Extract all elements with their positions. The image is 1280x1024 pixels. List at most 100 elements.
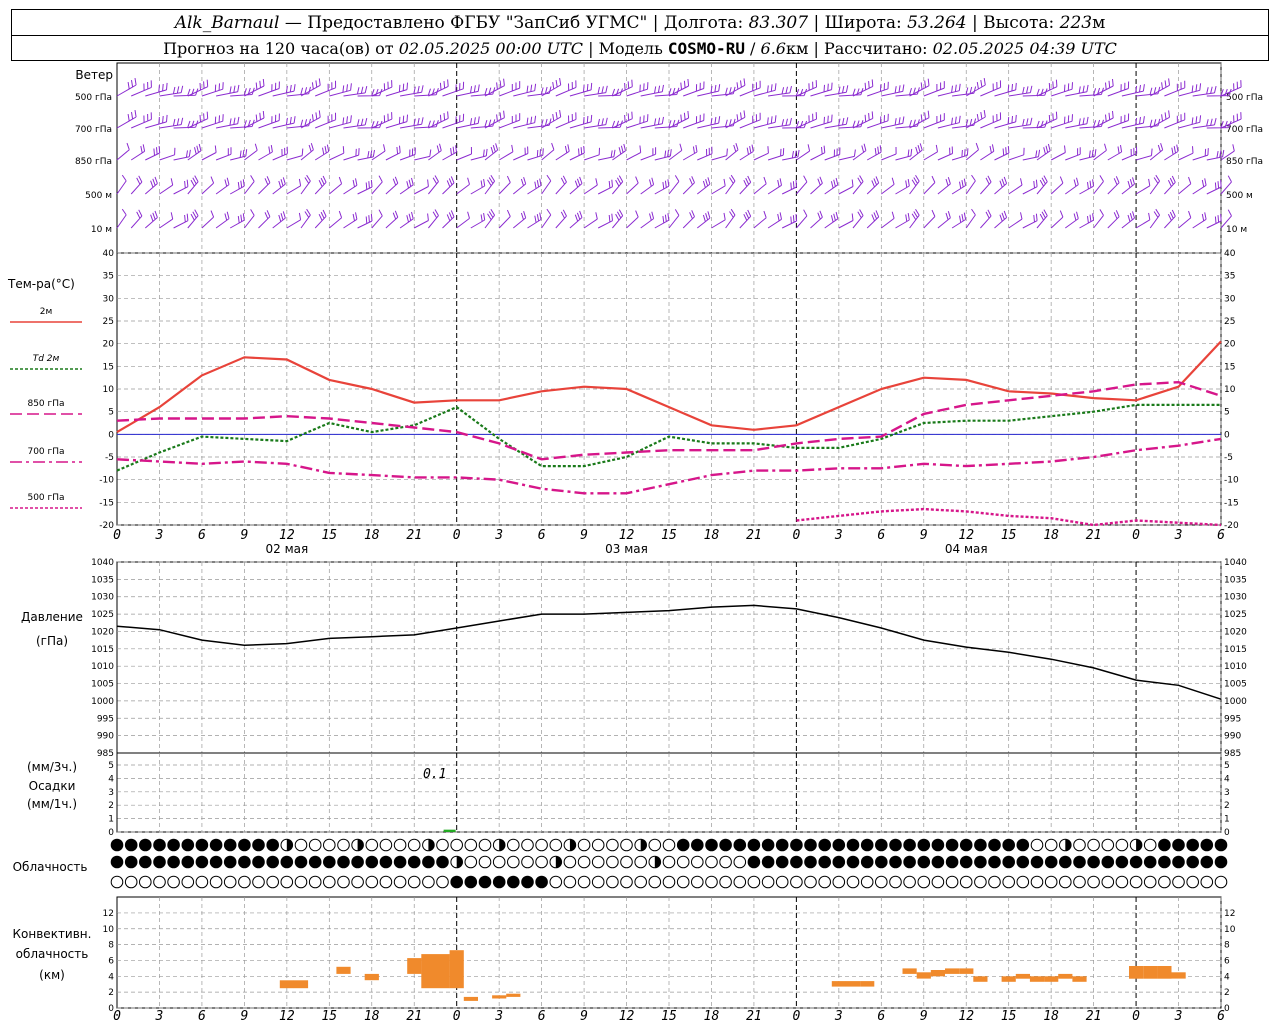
- cloud-symbol: [1214, 855, 1228, 869]
- pressure-panel-ytick-right: 1025: [1224, 610, 1247, 620]
- wind-barb: [173, 179, 189, 195]
- wind-barb: [1050, 210, 1064, 229]
- wind-barb: [300, 143, 314, 161]
- cloud-symbol: [860, 855, 874, 869]
- wind-barb: [555, 144, 570, 161]
- forecast-start: 02.05.2025 00:00 UTC: [398, 38, 584, 58]
- wind-barb: [187, 79, 209, 97]
- pressure-panel-ytick-right: 1020: [1224, 627, 1247, 637]
- wind-barb: [244, 175, 255, 195]
- cloud-symbol: [436, 838, 449, 852]
- wind-barb: [838, 213, 854, 229]
- precip-unit-1h: (мм/1ч.): [27, 797, 77, 811]
- wind-barb: [470, 179, 486, 195]
- cloud-symbol: [294, 875, 308, 889]
- wind-barb: [541, 110, 562, 129]
- wind-barb: [300, 110, 321, 129]
- temp-xtick: 6: [198, 528, 206, 543]
- wind-barb: [145, 114, 168, 129]
- wind-barb: [796, 112, 817, 129]
- wind-barb: [343, 178, 358, 195]
- wind-barb: [668, 175, 680, 195]
- cloud-symbol: [917, 855, 931, 869]
- temp-panel-ytick-left: -10: [99, 476, 114, 486]
- wind-barb: [569, 114, 593, 129]
- wind-barb: [187, 143, 202, 161]
- wind-barb: [527, 178, 542, 195]
- wind-barb: [583, 212, 598, 229]
- wind-barb: [371, 175, 383, 195]
- cloud-symbol: [323, 838, 336, 852]
- wind-barb: [952, 86, 977, 97]
- wind-barb: [1065, 147, 1081, 161]
- wind-barb: [272, 146, 288, 161]
- precip-annotation: 0.1: [423, 767, 446, 782]
- pressure-panel-ytick-right: 1035: [1224, 575, 1247, 585]
- wind-barb: [909, 174, 920, 195]
- cloud-symbol: [648, 875, 662, 889]
- wind-level-left: 700 гПа: [75, 125, 112, 135]
- cloud-symbol: [988, 838, 1001, 852]
- temp-panel-ytick-right: 10: [1224, 385, 1236, 395]
- pressure-panel-ytick-left: 1035: [91, 575, 114, 585]
- cloud-symbol: [223, 875, 237, 889]
- cloud-symbol: [1158, 855, 1171, 869]
- conv-xtick: 18: [1043, 1009, 1059, 1024]
- cloud-symbol: [167, 855, 180, 869]
- cloud-symbol: [818, 875, 832, 889]
- wind-barb: [1220, 209, 1232, 229]
- wind-barb: [1121, 116, 1145, 129]
- cloud-symbol: [705, 838, 718, 852]
- wind-barb: [951, 212, 967, 229]
- alt-value: 223: [1059, 12, 1093, 33]
- wind-barb: [215, 211, 230, 229]
- cloud-symbol: [1115, 838, 1129, 852]
- wind-barb: [555, 112, 577, 129]
- wind-barb: [201, 176, 215, 195]
- temp-xtick: 21: [746, 528, 762, 543]
- cloud-symbol: [761, 875, 775, 889]
- wind-barb: [852, 175, 864, 195]
- wind-barb: [980, 209, 992, 229]
- precip-panel-ytick-left: 3: [108, 788, 114, 798]
- wind-barb: [980, 112, 1002, 129]
- temp-panel-ytick-right: 15: [1224, 362, 1235, 372]
- wind-barb: [1192, 85, 1217, 97]
- wind-barb: [1164, 112, 1186, 129]
- wind-barb: [314, 209, 327, 229]
- conv-xtick: 6: [877, 1009, 885, 1024]
- wind-barb: [201, 82, 224, 97]
- cloud-symbol: [733, 875, 747, 889]
- wind-barb: [385, 82, 408, 97]
- cloud-symbol: [1044, 855, 1058, 869]
- wind-barb: [583, 178, 598, 195]
- conv-xtick: 12: [279, 1009, 295, 1024]
- wind-barb: [895, 87, 920, 97]
- cloud-symbol: [691, 855, 704, 869]
- cloud-symbol: [507, 875, 520, 889]
- conv-bar: [973, 976, 988, 982]
- wind-barb: [1192, 212, 1207, 229]
- pressure-panel-ytick-right: 1000: [1224, 697, 1247, 707]
- wind-barb: [640, 177, 655, 195]
- temp-series-1: [116, 403, 1221, 472]
- cloud-symbol: [124, 875, 138, 889]
- cloud-symbol: [804, 838, 817, 852]
- cloud-symbol: [1143, 855, 1157, 869]
- pressure-unit: (гПа): [36, 634, 68, 648]
- wind-barb: [499, 113, 521, 129]
- cloud-symbol: [1172, 875, 1185, 889]
- wind-barb: [428, 111, 449, 129]
- cloud-symbol: [747, 855, 761, 869]
- conv-panel-ytick-right: 4: [1224, 972, 1230, 982]
- legend-label-2: 850 гПа: [27, 399, 64, 409]
- pressure-panel-ytick-left: 1010: [91, 662, 114, 672]
- wind-barb: [399, 147, 416, 161]
- cloud-symbol: [280, 875, 294, 889]
- wind-barb: [881, 211, 895, 229]
- cloud-symbol: [1087, 855, 1100, 869]
- wind-barb: [767, 212, 782, 229]
- wind-barb: [343, 212, 358, 229]
- cloud-symbol: [464, 855, 478, 869]
- wind-barb: [909, 208, 920, 229]
